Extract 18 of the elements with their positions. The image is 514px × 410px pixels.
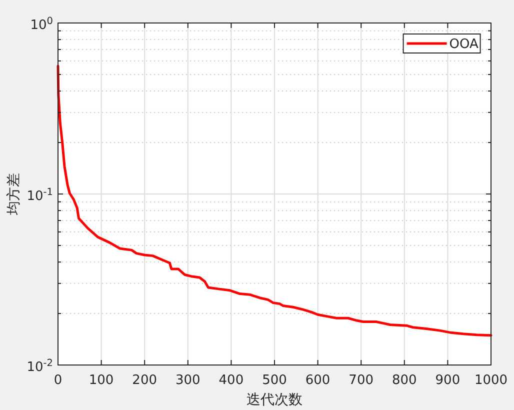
- x-tick-label: 100: [88, 373, 114, 388]
- x-axis-title: 迭代次数: [246, 392, 302, 408]
- legend-label: OOA: [449, 37, 479, 52]
- x-tick-label: 900: [435, 373, 460, 388]
- x-tick-label: 0: [54, 373, 62, 388]
- x-tick-label: 800: [392, 373, 417, 388]
- line-series: [56, 64, 492, 337]
- x-tick-label: 300: [175, 373, 200, 388]
- y-tick-label: 10$^{-2}$: [26, 358, 53, 375]
- x-tick-label: 700: [348, 373, 374, 388]
- y-tick-label: 10$^{0}$: [30, 16, 53, 33]
- x-tick-label: 500: [262, 373, 287, 388]
- y-tick-label: 10$^{-1}$: [26, 186, 53, 204]
- y-axis-title: 均方差: [6, 173, 22, 216]
- x-tick-label: 1000: [474, 373, 508, 388]
- x-tick-label: 400: [218, 373, 244, 388]
- x-tick-label: 600: [305, 373, 330, 388]
- x-tick-label: 200: [132, 373, 158, 388]
